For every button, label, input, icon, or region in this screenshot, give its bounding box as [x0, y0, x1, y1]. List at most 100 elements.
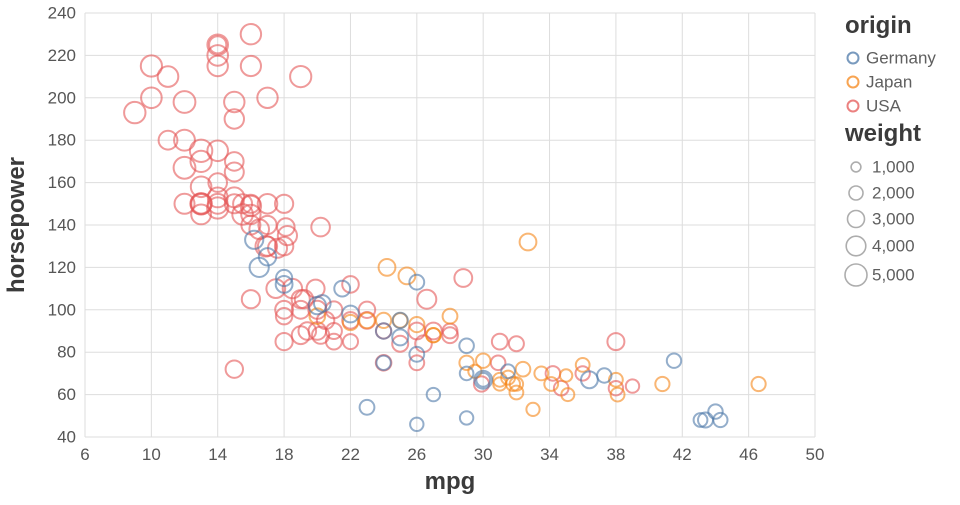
data-point: [750, 375, 767, 393]
legend-color-swatch: [846, 75, 860, 89]
y-tick-label: 200: [48, 88, 76, 107]
data-point: [274, 332, 294, 352]
data-point: [206, 44, 229, 67]
y-tick-label: 80: [57, 343, 76, 362]
data-point: [500, 363, 517, 380]
data-point: [408, 316, 426, 334]
x-tick-label: 34: [540, 445, 559, 464]
data-point: [697, 411, 714, 429]
data-point: [257, 247, 278, 267]
legend-color-entry: Germany: [846, 49, 936, 68]
data-point: [224, 151, 245, 172]
data-point: [274, 275, 294, 294]
data-point: [275, 268, 294, 288]
data-point: [407, 321, 427, 341]
data-point: [441, 307, 459, 325]
data-point: [425, 327, 442, 344]
data-point: [256, 86, 279, 110]
data-point: [289, 65, 313, 89]
y-tick-label: 180: [48, 131, 76, 150]
data-point: [190, 193, 212, 215]
data-point: [256, 193, 279, 215]
data-point: [240, 289, 261, 310]
legend-size-entry: 4,000: [845, 235, 915, 257]
data-point: [514, 360, 532, 378]
data-point: [574, 365, 591, 382]
x-tick-label: 26: [407, 445, 426, 464]
data-point: [692, 412, 709, 428]
data-point: [190, 203, 213, 226]
legend-size-label: 5,000: [872, 266, 915, 285]
x-tick-label: 30: [474, 445, 493, 464]
data-point: [707, 403, 724, 420]
x-tick-label: 50: [806, 445, 825, 464]
data-point: [624, 378, 641, 394]
data-point: [206, 33, 229, 57]
data-point: [408, 345, 426, 363]
legend-color-label: Japan: [866, 73, 912, 92]
legend-size-entry: 3,000: [846, 209, 915, 229]
legend-size-swatch: [845, 235, 867, 257]
data-point: [507, 335, 525, 353]
data-point: [596, 367, 613, 384]
data-point: [325, 332, 343, 351]
y-tick-label: 160: [48, 173, 76, 192]
data-point: [239, 23, 263, 46]
legend-size-swatch: [846, 209, 866, 229]
data-point: [188, 138, 214, 164]
legend-size-entry: 2,000: [848, 184, 915, 203]
data-point: [173, 128, 196, 152]
data-point: [475, 352, 492, 369]
data-point: [609, 386, 626, 403]
data-point: [223, 90, 246, 114]
x-tick-label: 14: [208, 445, 227, 464]
data-point: [310, 216, 331, 238]
y-tick-label: 240: [48, 4, 76, 23]
x-tick-label: 38: [606, 445, 625, 464]
legend-size-label: 2,000: [872, 184, 915, 203]
x-tick-label: 46: [739, 445, 758, 464]
data-point: [276, 217, 296, 237]
data-point: [560, 387, 576, 403]
data-point: [206, 139, 229, 163]
data-point: [157, 129, 179, 151]
data-point: [473, 369, 494, 390]
data-point: [224, 359, 245, 379]
data-point: [409, 416, 425, 432]
data-point: [374, 322, 393, 340]
data-point: [206, 196, 230, 220]
y-tick-label: 120: [48, 258, 76, 277]
data-point: [375, 354, 392, 371]
data-point: [606, 332, 626, 352]
legend-size-label: 4,000: [872, 237, 915, 256]
x-axis-title: mpg: [425, 468, 476, 495]
data-point: [274, 299, 295, 320]
data-point: [458, 365, 475, 382]
legend-weight-title: weight: [844, 120, 921, 147]
data-points: [123, 23, 767, 432]
data-point: [248, 256, 270, 278]
data-point: [123, 100, 147, 125]
legend-color-entry: Japan: [846, 73, 912, 92]
data-point: [607, 380, 625, 397]
data-point: [156, 65, 180, 88]
data-point: [341, 275, 360, 294]
legend-size-entry: 5,000: [844, 263, 915, 287]
data-point: [377, 258, 397, 277]
data-point: [358, 311, 376, 330]
legend-color-entry: USA: [846, 97, 902, 116]
y-tick-label: 60: [57, 385, 76, 404]
legend-color-label: Germany: [866, 49, 936, 68]
data-point: [712, 411, 729, 429]
data-point: [358, 398, 376, 416]
data-point: [441, 326, 459, 345]
legend-size-entry: 1,000: [850, 158, 915, 177]
data-point: [308, 307, 327, 326]
data-point: [240, 203, 262, 226]
data-point: [240, 214, 262, 236]
data-point: [239, 54, 262, 78]
data-point: [475, 371, 492, 388]
data-point: [341, 313, 360, 332]
data-point: [342, 333, 359, 351]
